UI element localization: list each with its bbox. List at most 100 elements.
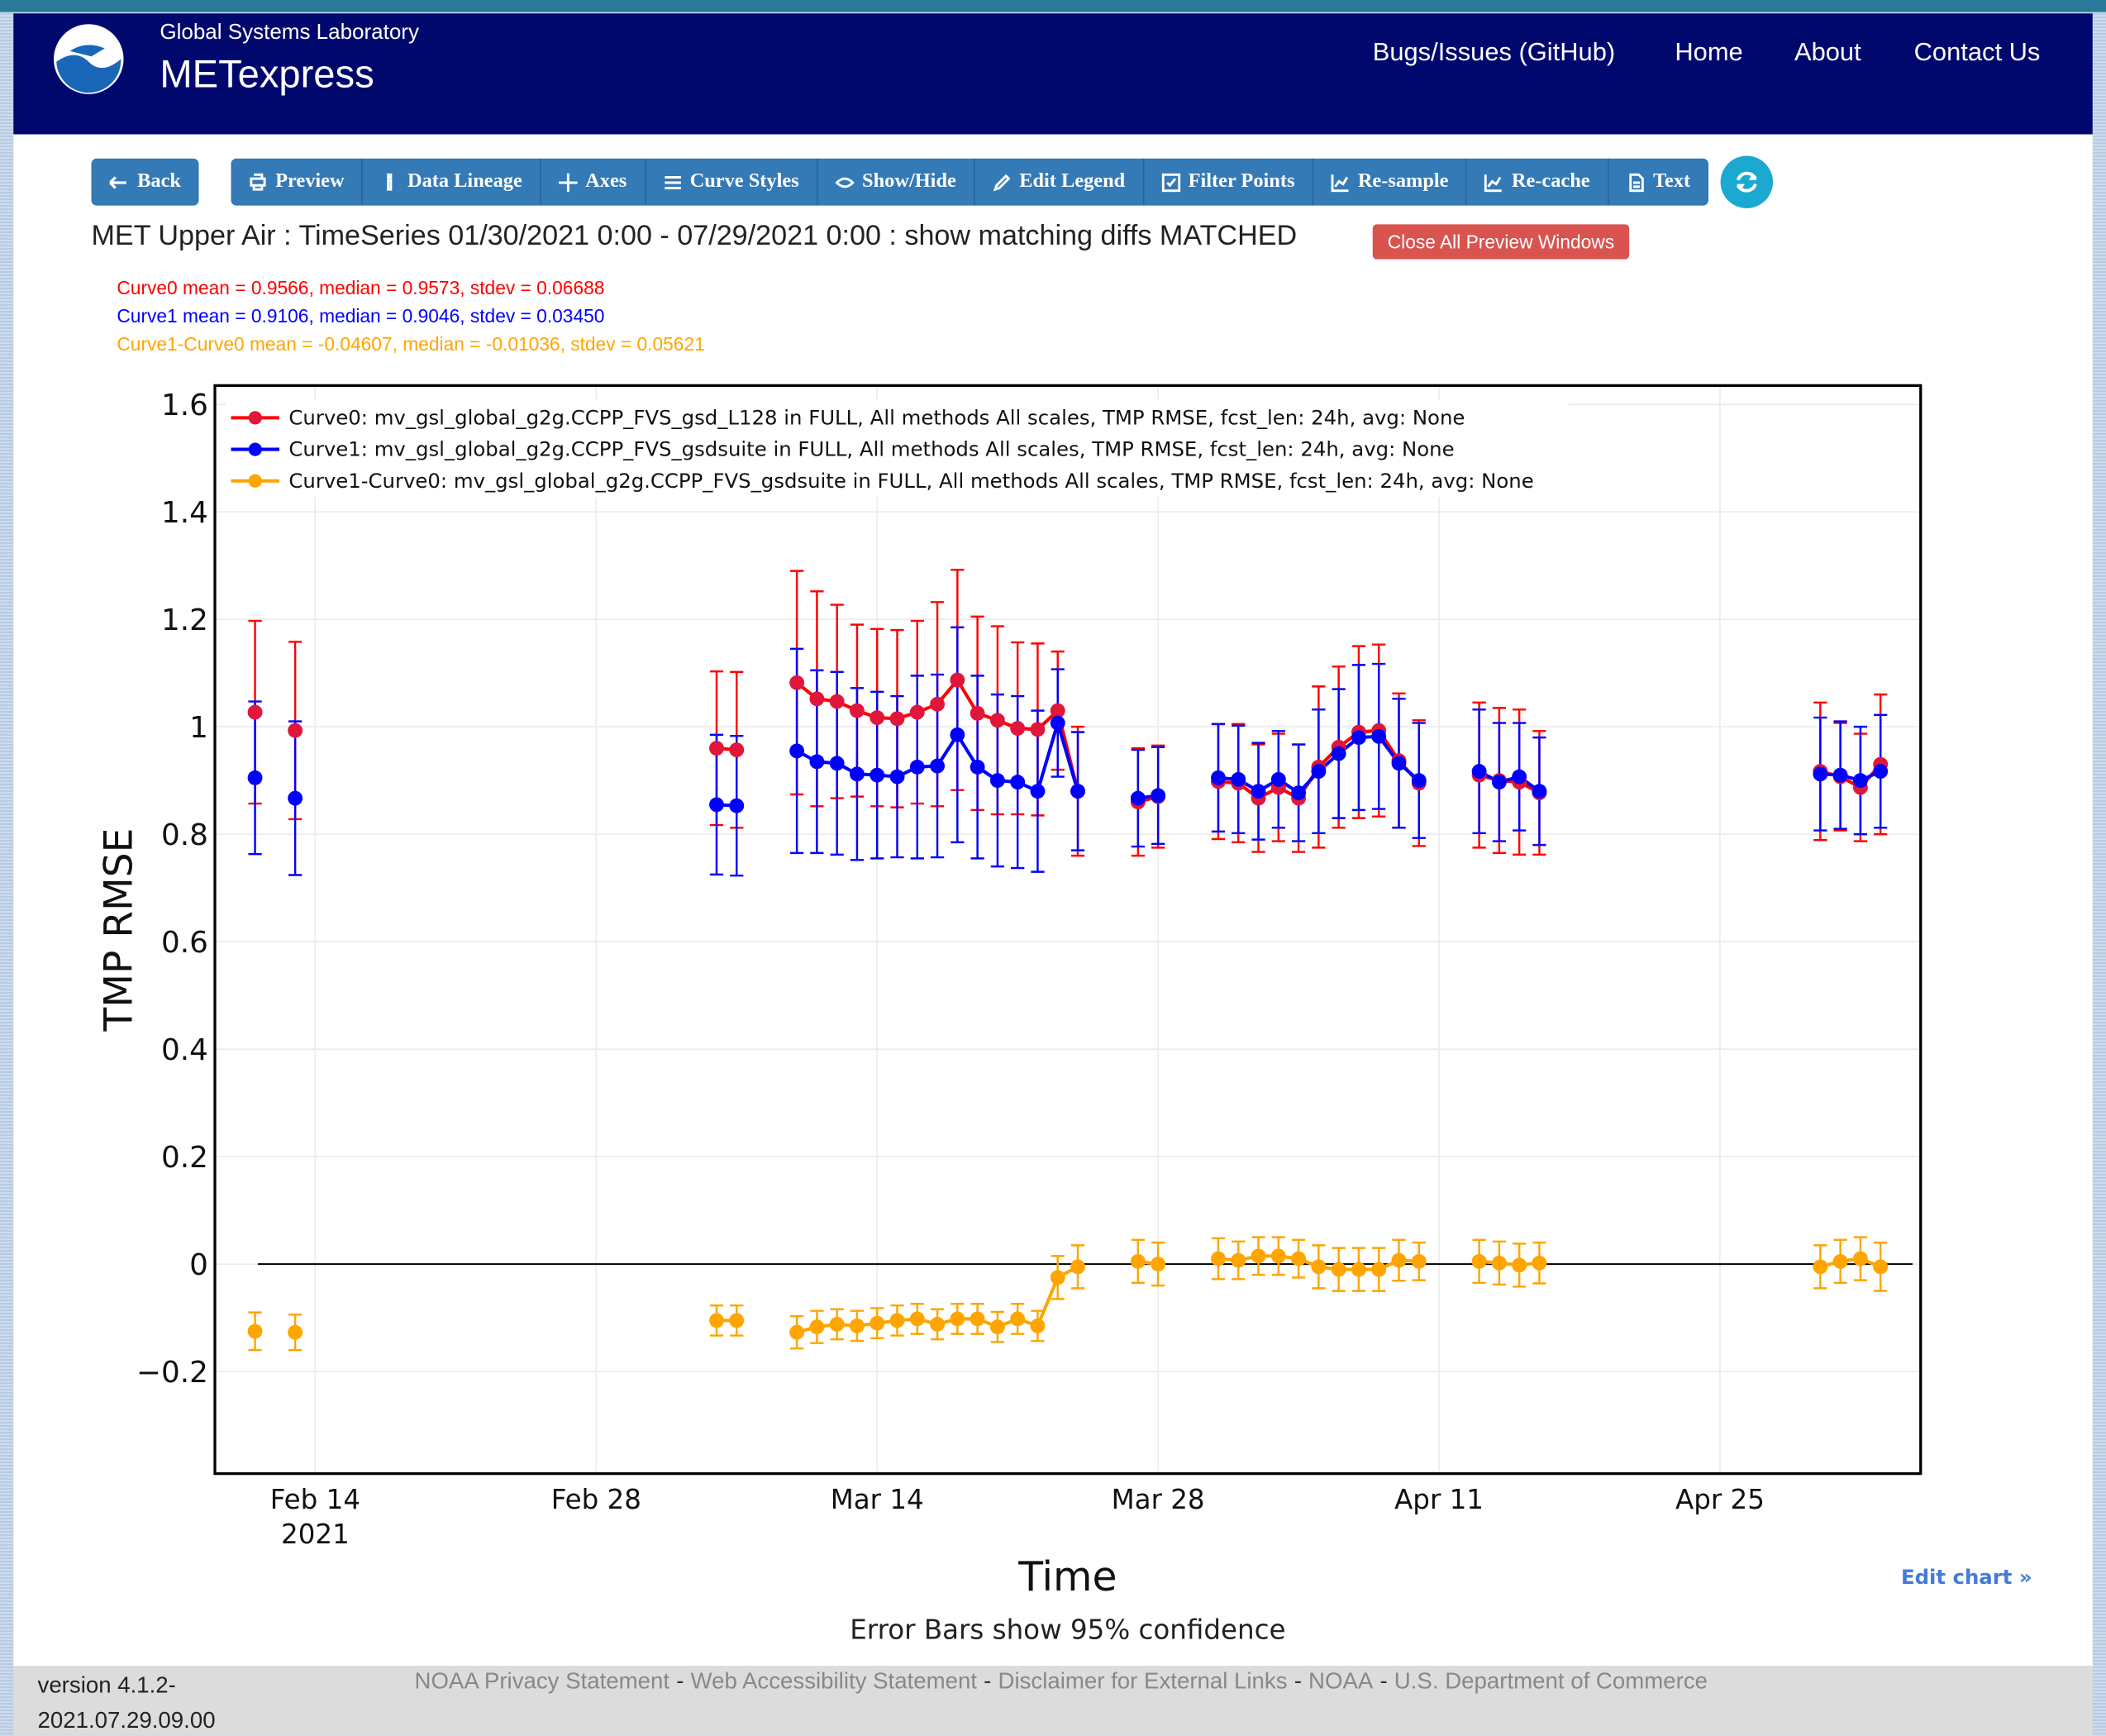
- icon-shape: [1161, 172, 1180, 192]
- point: [1270, 1248, 1286, 1264]
- point: [247, 1323, 263, 1339]
- point: [989, 1319, 1005, 1335]
- edit-chart-link[interactable]: Edit chart »: [1901, 1565, 2032, 1589]
- point: [1291, 785, 1307, 801]
- toolbar-button[interactable]: Filter Points: [1144, 158, 1314, 206]
- point: [1512, 1257, 1527, 1273]
- x-tick-label: Mar 14: [831, 1484, 924, 1515]
- x-axis-title: Time: [1017, 1554, 1117, 1600]
- y-tick-label: 0.4: [161, 1033, 208, 1067]
- point: [909, 759, 925, 775]
- toolbar-button[interactable]: Re-cache: [1467, 158, 1609, 206]
- point: [1211, 770, 1226, 785]
- footer: [13, 1666, 2093, 1736]
- point: [1010, 775, 1026, 790]
- button-label: Show/Hide: [862, 170, 956, 193]
- point: [729, 742, 745, 758]
- point: [1050, 703, 1065, 718]
- button-label: Re-sample: [1357, 170, 1449, 193]
- point: [950, 1311, 965, 1327]
- point: [1231, 771, 1246, 787]
- point: [1151, 788, 1166, 804]
- y-tick-label: 1.4: [161, 496, 208, 530]
- point: [1030, 722, 1046, 737]
- legend-box: [226, 400, 1569, 498]
- toolbar-button[interactable]: Re-sample: [1313, 158, 1468, 206]
- point: [850, 766, 865, 782]
- nav-link[interactable]: Home: [1675, 39, 1743, 68]
- icon-shape: [1484, 174, 1503, 192]
- point: [1391, 756, 1407, 771]
- toolbar-button[interactable]: Axes: [541, 158, 646, 206]
- nav-link[interactable]: About: [1794, 39, 1861, 68]
- point: [1311, 764, 1327, 780]
- toolbar-button[interactable]: Curve Styles: [646, 158, 818, 206]
- separator: -: [984, 1668, 992, 1695]
- icon: [664, 175, 681, 189]
- point: [709, 797, 724, 813]
- back-button[interactable]: Back: [91, 158, 199, 206]
- icon-shape: [1628, 172, 1644, 192]
- y-tick-label: 0.8: [161, 818, 208, 852]
- point: [870, 1315, 885, 1331]
- y-tick-label: 1.6: [161, 389, 208, 422]
- point: [1491, 775, 1507, 790]
- point: [1371, 728, 1387, 744]
- stat-line: Curve0 mean = 0.9566, median = 0.9573, s…: [117, 276, 605, 298]
- point: [1873, 1259, 1889, 1275]
- stat-line: Curve1-Curve0 mean = -0.04607, median = …: [117, 333, 705, 355]
- plot-frame: [213, 384, 1923, 1476]
- point: [709, 1313, 724, 1328]
- point: [709, 741, 724, 756]
- legend-label: Curve1: mv_gsl_global_g2g.CCPP_FVS_gsdsu…: [288, 437, 1454, 461]
- footer-link[interactable]: NOAA: [1308, 1668, 1374, 1695]
- toolbar-button[interactable]: Edit Legend: [975, 158, 1144, 206]
- point: [1411, 1253, 1427, 1269]
- toolbar-button[interactable]: Text: [1608, 159, 1708, 206]
- button-label: Edit Legend: [1019, 170, 1126, 193]
- x-tick-label: Apr 11: [1394, 1484, 1484, 1515]
- icon-shape: [250, 172, 266, 190]
- footer-link[interactable]: Disclaimer for External Links: [998, 1668, 1288, 1695]
- button-label: Filter Points: [1188, 170, 1295, 193]
- legend-marker: [248, 411, 262, 425]
- close-previews-button[interactable]: Close All Preview Windows: [1372, 224, 1630, 260]
- separator: -: [676, 1668, 684, 1695]
- icon: [1628, 172, 1644, 192]
- chart-note: Error Bars show 95% confidence: [850, 1614, 1285, 1646]
- footer-link[interactable]: Web Accessibility Statement: [690, 1668, 978, 1695]
- toolbar-button[interactable]: Show/Hide: [817, 158, 975, 206]
- point: [1411, 773, 1427, 789]
- point: [729, 798, 745, 813]
- legend-marker: [248, 474, 262, 488]
- toolbar-button[interactable]: Preview: [231, 158, 364, 206]
- point: [1270, 771, 1286, 787]
- footer-link[interactable]: NOAA Privacy Statement: [414, 1668, 670, 1695]
- point: [1471, 764, 1487, 780]
- point: [288, 790, 303, 806]
- point: [1251, 1248, 1266, 1264]
- toolbar: Preview Data Lineage Axes Curve Styles Show/…: [231, 158, 1708, 206]
- point: [970, 1311, 985, 1327]
- nav-link[interactable]: Contact Us: [1913, 39, 2041, 68]
- separator: -: [1379, 1668, 1388, 1695]
- point: [789, 675, 805, 690]
- app-name: METexpress: [160, 54, 374, 97]
- point: [789, 1324, 805, 1340]
- button-label: Data Lineage: [407, 170, 522, 193]
- point: [989, 713, 1005, 728]
- point: [970, 759, 985, 775]
- footer-link[interactable]: U.S. Department of Commerce: [1394, 1668, 1708, 1695]
- point: [1813, 1259, 1828, 1275]
- separator: -: [1294, 1668, 1302, 1695]
- refresh-button[interactable]: [1720, 155, 1773, 208]
- toolbar-button[interactable]: Data Lineage: [363, 158, 541, 206]
- nav-link[interactable]: Bugs/Issues (GitHub): [1372, 39, 1616, 68]
- button-label: Axes: [585, 170, 627, 193]
- point: [1211, 1251, 1226, 1266]
- icon-shape: [835, 176, 855, 188]
- point: [930, 758, 945, 774]
- point: [1512, 769, 1527, 785]
- legend-label: Curve1-Curve0: mv_gsl_global_g2g.CCPP_FV…: [288, 469, 1533, 493]
